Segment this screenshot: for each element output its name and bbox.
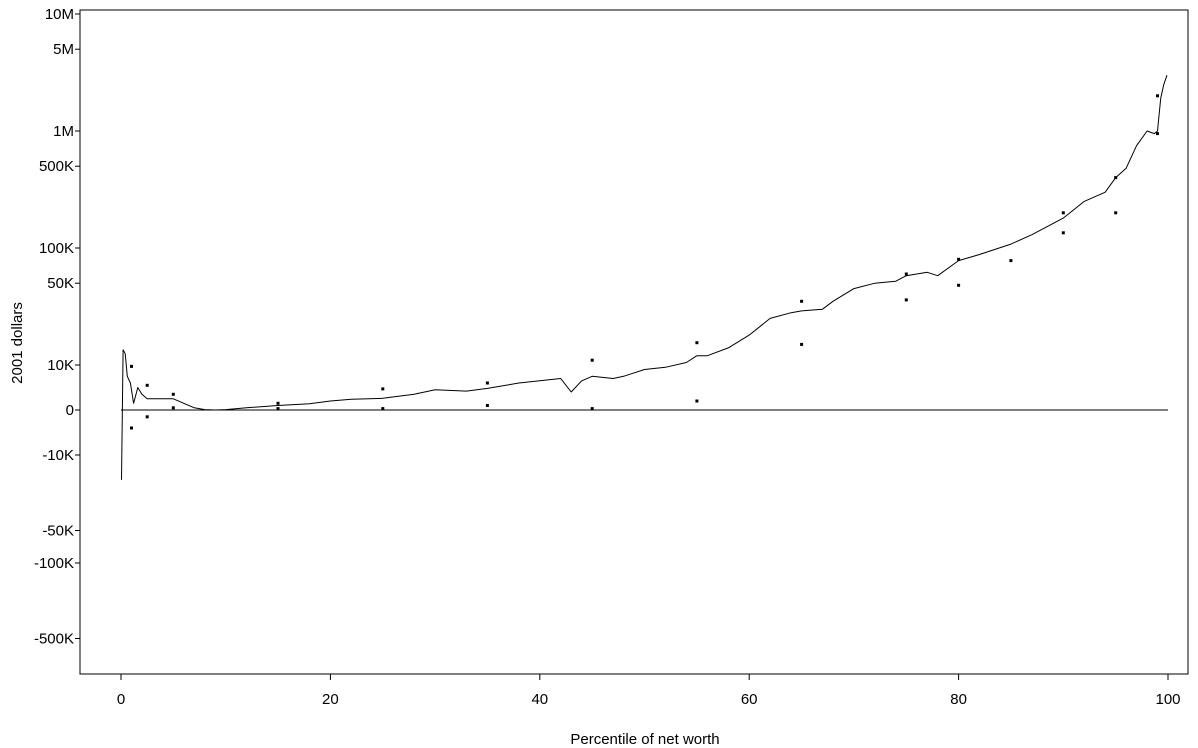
y-tick-label: -10K [42,447,74,464]
data-point [145,415,149,419]
data-point [130,426,133,430]
x-axis-title: Percentile of net worth [570,731,719,748]
y-tick-label: -100K [34,555,74,572]
y-tick-label: -50K [42,522,74,539]
series-layer [121,75,1168,480]
data-point [276,401,280,405]
data-point [130,364,133,368]
x-tick-label: 20 [322,691,339,708]
data-point [1114,176,1118,180]
data-point [904,272,908,276]
y-axis: -500K -100K -50K -10K 0 10K 50K 100K 500K 1M 5M 10M [34,6,80,647]
data-point [171,392,175,396]
y-tick-label: 5M [53,41,74,58]
plot-frame [79,9,1189,675]
data-point [1114,211,1118,215]
series-line [121,75,1168,480]
data-point [800,342,804,346]
y-tick-label: 0 [66,402,74,419]
data-point [1061,231,1065,235]
data-point [695,399,699,403]
data-point [590,358,594,362]
data-point [145,383,149,387]
data-point [171,406,175,410]
data-point [1156,132,1159,136]
data-point [276,407,280,411]
x-axis: 0 20 40 60 80 100 [117,674,1181,708]
y-tick-label: 10K [47,357,74,374]
data-point [695,341,699,345]
x-tick-label: 80 [950,691,967,708]
x-tick-label: 40 [531,691,548,708]
x-tick-label: 0 [117,691,125,708]
data-point [904,298,908,302]
data-point [1009,259,1013,263]
data-point [957,283,961,287]
y-tick-label: 50K [47,275,74,292]
y-tick-label: -500K [34,630,74,647]
data-point [590,407,594,411]
data-point [485,381,489,385]
data-point [1061,211,1065,215]
x-tick-label: 60 [741,691,758,708]
data-point [957,257,961,261]
y-tick-label: 500K [39,158,74,175]
data-point [381,407,385,411]
y-axis-title: 2001 dollars [9,302,26,384]
x-tick-label: 100 [1155,691,1180,708]
data-point [1156,94,1159,98]
data-point [381,387,385,391]
data-point [800,299,804,303]
data-point [485,404,489,407]
y-tick-label: 1M [53,123,74,140]
y-tick-label: 10M [45,6,74,23]
y-tick-label: 100K [39,240,74,257]
